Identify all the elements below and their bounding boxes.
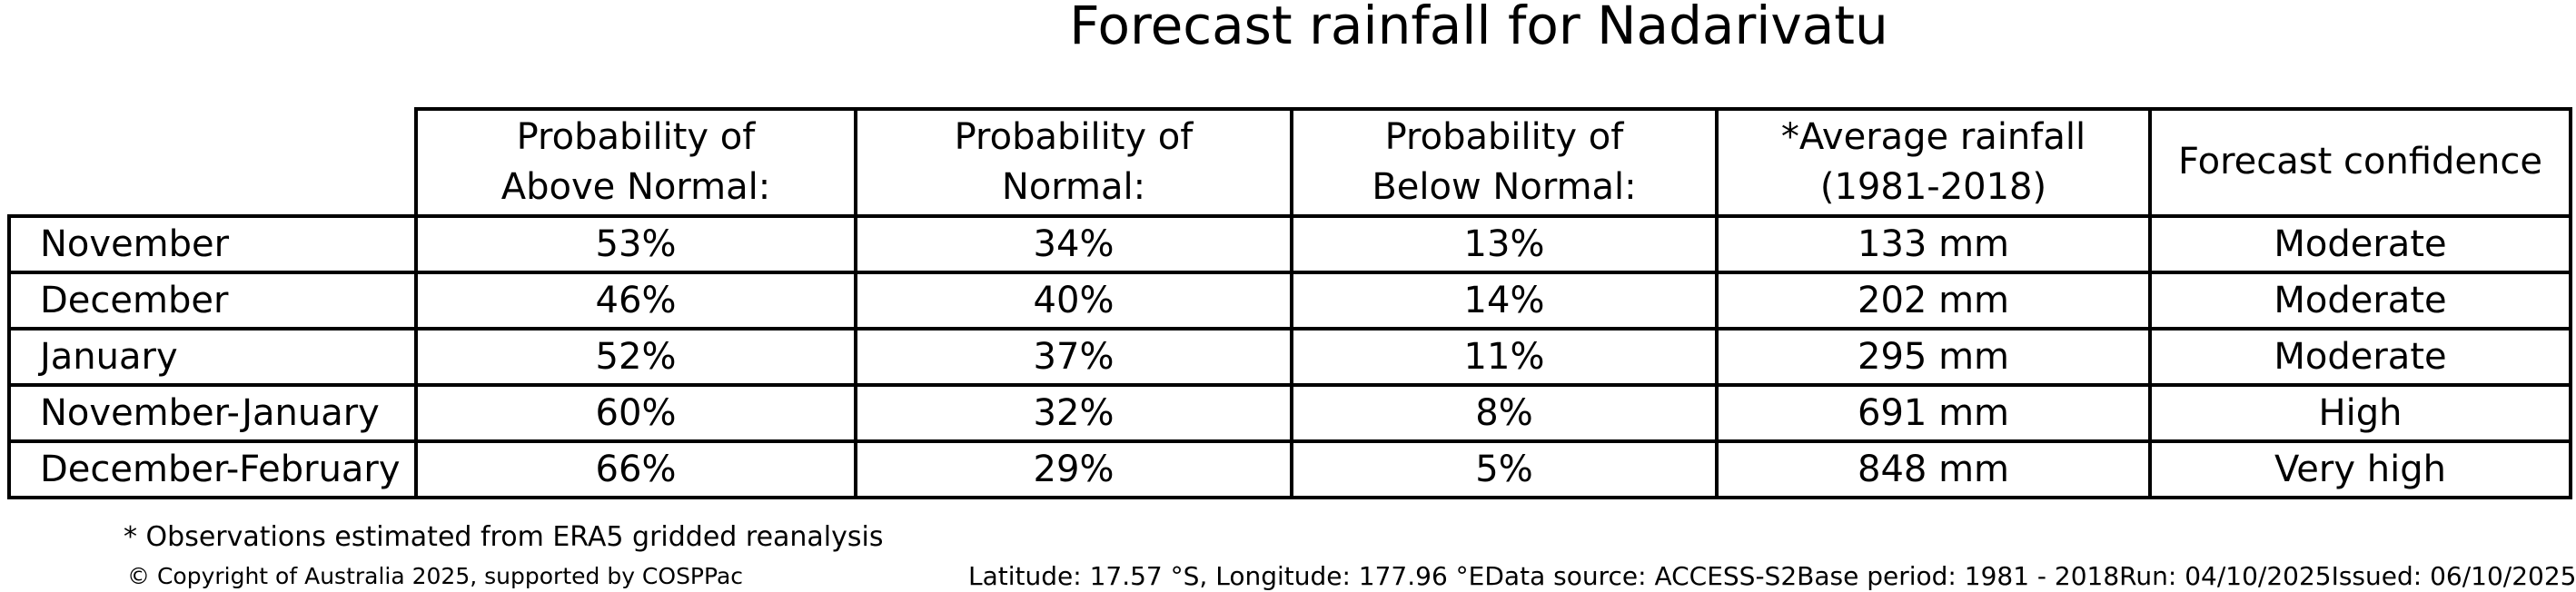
prob-normal-cell: 32% [854, 383, 1293, 443]
footer-info-bar: Latitude: 17.57 °S, Longitude: 177.96 °E… [968, 561, 2576, 591]
col-header-forecast-confidence: Forecast confidence [2148, 107, 2572, 218]
prob-below-cell: 5% [1290, 439, 1719, 499]
page-title: Forecast rainfall for Nadarivatu [1069, 0, 1888, 56]
table-row: December 46% 40% 14% 202 mm Moderate [7, 271, 2572, 331]
footer-location: Latitude: 17.57 °S, Longitude: 177.96 °E [968, 561, 1485, 591]
prob-normal-cell: 37% [854, 327, 1293, 387]
prob-above-cell: 60% [414, 383, 857, 443]
row-label: December [7, 271, 418, 331]
footer-issued-date: Issued: 06/10/2025 [2331, 561, 2576, 591]
col-header-prob-normal: Probability of Normal: [854, 107, 1293, 218]
avg-rainfall-cell: 691 mm [1715, 383, 2152, 443]
rainfall-forecast-table: Probability of Above Normal: Probability… [7, 107, 2572, 499]
prob-normal-cell: 40% [854, 271, 1293, 331]
footer-data-source: Data source: ACCESS-S2 [1484, 561, 1798, 591]
copyright-notice: © Copyright of Australia 2025, supported… [127, 563, 744, 589]
prob-above-cell: 46% [414, 271, 857, 331]
col-header-prob-above-normal: Probability of Above Normal: [414, 107, 857, 218]
table-row: November 53% 34% 13% 133 mm Moderate [7, 214, 2572, 274]
table-row: December-February 66% 29% 5% 848 mm Very… [7, 439, 2572, 499]
confidence-cell: Moderate [2148, 327, 2572, 387]
avg-rainfall-cell: 202 mm [1715, 271, 2152, 331]
avg-rainfall-cell: 133 mm [1715, 214, 2152, 274]
table-row: January 52% 37% 11% 295 mm Moderate [7, 327, 2572, 387]
prob-normal-cell: 34% [854, 214, 1293, 274]
prob-above-cell: 52% [414, 327, 857, 387]
row-label: November [7, 214, 418, 274]
avg-rainfall-cell: 848 mm [1715, 439, 2152, 499]
footer-run-date: Run: 04/10/2025 [2119, 561, 2332, 591]
row-label: January [7, 327, 418, 387]
row-label: November-January [7, 383, 418, 443]
prob-above-cell: 53% [414, 214, 857, 274]
confidence-cell: Moderate [2148, 214, 2572, 274]
confidence-cell: Moderate [2148, 271, 2572, 331]
prob-below-cell: 14% [1290, 271, 1719, 331]
prob-above-cell: 66% [414, 439, 857, 499]
prob-below-cell: 8% [1290, 383, 1719, 443]
observations-footnote: * Observations estimated from ERA5 gridd… [124, 521, 884, 553]
col-header-prob-below-normal: Probability of Below Normal: [1290, 107, 1719, 218]
confidence-cell: Very high [2148, 439, 2572, 499]
prob-below-cell: 11% [1290, 327, 1719, 387]
prob-normal-cell: 29% [854, 439, 1293, 499]
row-label: December-February [7, 439, 418, 499]
col-header-average-rainfall: *Average rainfall (1981-2018) [1715, 107, 2152, 218]
confidence-cell: High [2148, 383, 2572, 443]
footer-base-period: Base period: 1981 - 2018 [1797, 561, 2120, 591]
table-row: November-January 60% 32% 8% 691 mm High [7, 383, 2572, 443]
table-header-row: Probability of Above Normal: Probability… [9, 107, 2572, 218]
prob-below-cell: 13% [1290, 214, 1719, 274]
corner-empty-cell [9, 109, 416, 216]
avg-rainfall-cell: 295 mm [1715, 327, 2152, 387]
